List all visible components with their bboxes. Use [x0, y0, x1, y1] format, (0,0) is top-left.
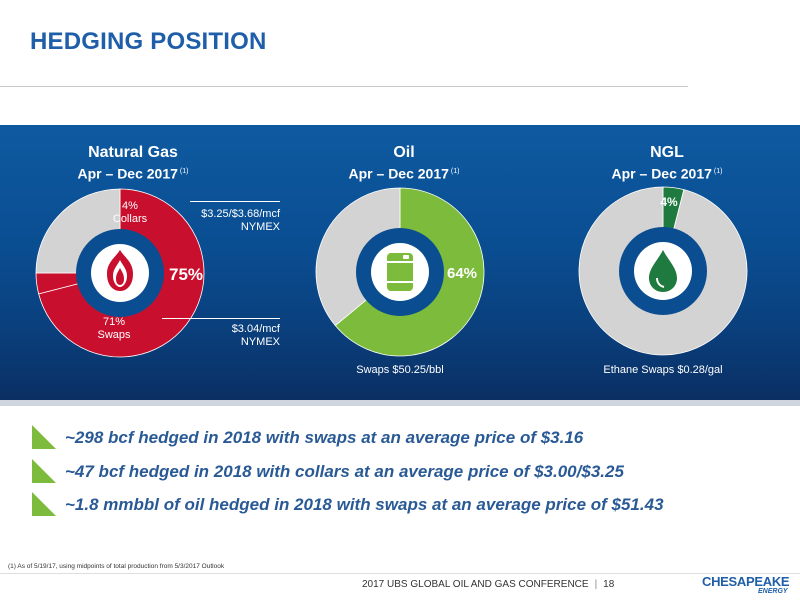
ngl-hedge-donut: 4% [578, 186, 748, 356]
triangle-bullet-icon [32, 492, 56, 516]
oil-header: Oil Apr – Dec 2017 (1) [330, 143, 478, 184]
triangle-bullet-icon [32, 459, 56, 483]
gas-swaps-price-index: NYMEX [240, 336, 280, 348]
logo-wordmark: CHESAPEAKE [702, 574, 790, 589]
page-title: HEDGING POSITION [30, 28, 267, 55]
band-bottom-strip [0, 400, 800, 406]
gas-title: Natural Gas [88, 144, 178, 161]
gas-total-percent: 75% [169, 265, 203, 284]
gas-collars-percent: 4% [122, 200, 138, 212]
gas-swaps-price: $3.04/mcf NYMEX [180, 323, 280, 349]
title-divider [0, 86, 688, 87]
gas-swaps-percent: 71% [102, 316, 126, 328]
ngl-percent: 4% [660, 195, 678, 209]
oil-footnote-ref: (1) [450, 168, 460, 175]
footnote: (1) As of 5/19/17, using midpoints of to… [8, 563, 225, 570]
gas-collars-name: Collars [112, 213, 148, 225]
oil-barrel-icon [387, 253, 413, 291]
ngl-title: NGL [650, 144, 684, 161]
gas-period: Apr – Dec 2017 [77, 165, 178, 182]
oil-hedge-donut: 64% [315, 187, 485, 357]
oil-percent: 64% [447, 265, 477, 282]
oil-period: Apr – Dec 2017 [348, 165, 449, 182]
bullet-text: ~47 bcf hedged in 2018 with collars at a… [65, 462, 624, 481]
footer-separator: | [594, 579, 598, 590]
gas-collars-price-value: $3.25/$3.68/mcf [201, 208, 280, 220]
gas-footnote-ref: (1) [179, 168, 189, 175]
ngl-period: Apr – Dec 2017 [611, 165, 712, 182]
oil-caption: Swaps $50.25/bbl [356, 364, 444, 376]
gas-upper-leader [190, 201, 280, 202]
logo-subtext: ENERGY [758, 588, 788, 595]
droplet-icon [649, 250, 677, 292]
bullet-text: ~1.8 mmbbl of oil hedged in 2018 with sw… [65, 495, 664, 514]
footer-conference: 2017 UBS GLOBAL OIL AND GAS CONFERENCE | 1… [362, 579, 614, 590]
page-number: 18 [603, 579, 615, 590]
gas-lower-leader [162, 318, 280, 319]
footer-divider [0, 573, 800, 574]
gas-header: Natural Gas Apr – Dec 2017 (1) [58, 143, 208, 184]
gas-hedge-donut: 75% [35, 188, 205, 358]
donut-slice-unhedged [315, 187, 401, 327]
bullet-text: ~298 bcf hedged in 2018 with swaps at an… [65, 428, 584, 447]
ngl-caption: Ethane Swaps $0.28/gal [603, 364, 723, 376]
triangle-bullet-icon [32, 425, 56, 449]
gas-collars-price: $3.25/$3.68/mcf NYMEX [180, 208, 280, 234]
ngl-header: NGL Apr – Dec 2017 (1) [593, 143, 741, 184]
ngl-footnote-ref: (1) [713, 168, 723, 175]
oil-title: Oil [393, 144, 415, 161]
gas-swaps-label: 71% Swaps [92, 316, 136, 342]
gas-collars-label: 4% Collars [108, 200, 152, 226]
flame-icon [107, 250, 133, 291]
gas-swaps-name: Swaps [97, 329, 131, 341]
gas-collars-price-index: NYMEX [240, 221, 280, 233]
conference-name: 2017 UBS GLOBAL OIL AND GAS CONFERENCE [362, 579, 589, 590]
gas-swaps-price-value: $3.04/mcf [231, 323, 280, 335]
company-logo: CHESAPEAKE ENERGY [700, 573, 800, 597]
